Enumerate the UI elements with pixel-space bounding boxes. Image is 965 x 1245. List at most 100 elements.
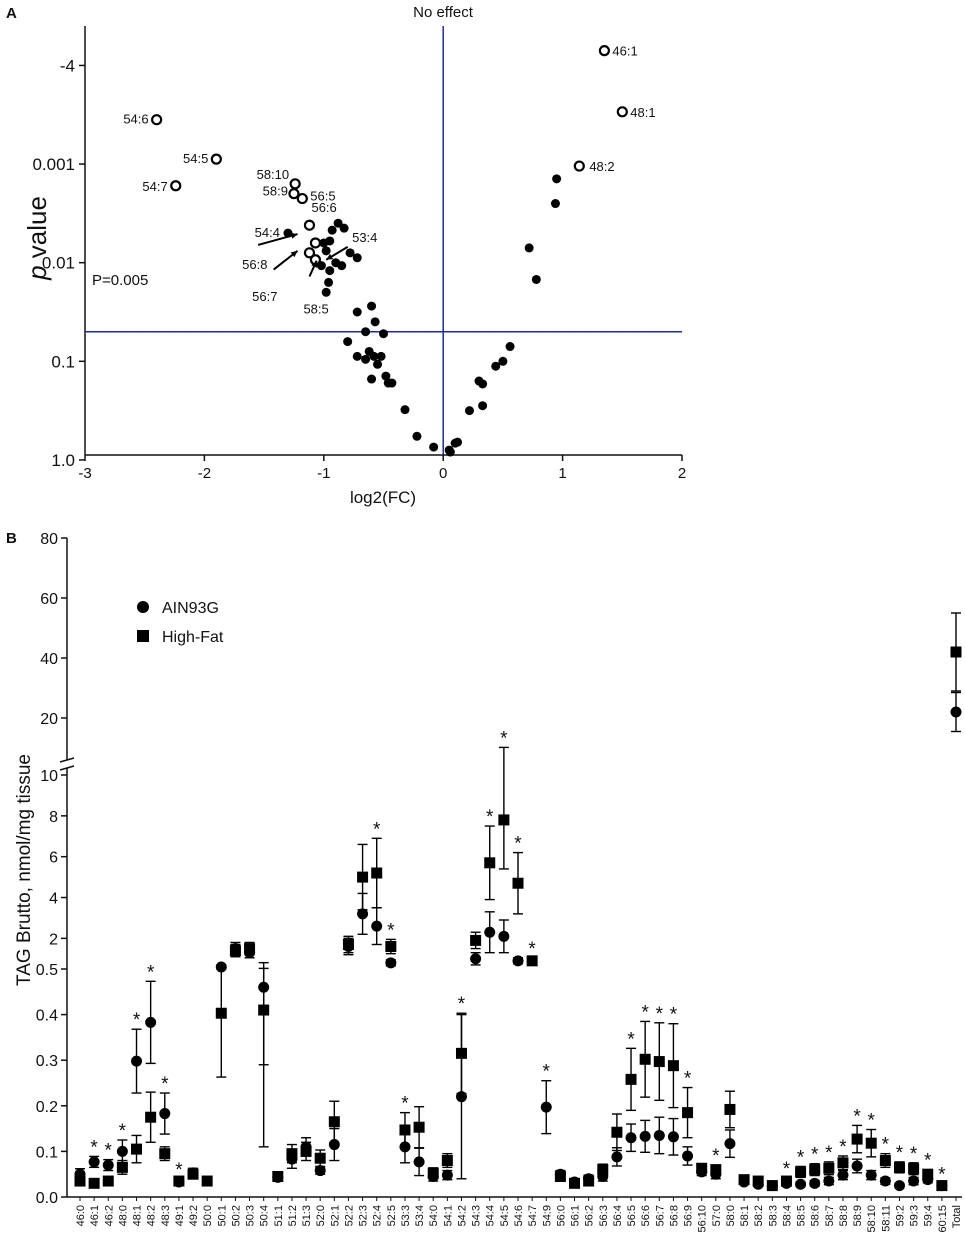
high-fat-point [625, 1073, 637, 1085]
high-fat-point [173, 1175, 185, 1187]
high-fat-point [936, 1180, 948, 1192]
significance-mark: * [656, 1004, 664, 1025]
high-fat-point [244, 943, 256, 955]
significance-mark: * [627, 1029, 635, 1050]
significance-mark: * [373, 819, 381, 840]
ain93g-point [667, 1131, 679, 1143]
chart-b-x-tick-label: 54:2 [456, 1205, 468, 1226]
ain93g-point [455, 1091, 467, 1103]
high-fat-point [682, 1107, 694, 1119]
high-fat-point [272, 1170, 284, 1182]
chart-b-x-tick-label: 52:3 [358, 1205, 370, 1226]
chart-a-point [369, 351, 379, 361]
ain93g-point [385, 957, 397, 969]
high-fat-point [809, 1164, 821, 1176]
significance-mark: * [825, 1143, 833, 1164]
high-fat-point [470, 934, 482, 946]
chart-a-x-tick-label: -2 [198, 465, 211, 482]
ain93g-point [88, 1156, 100, 1168]
ain93g-point [908, 1175, 920, 1187]
chart-b-x-tick-label: 54:9 [541, 1205, 553, 1226]
chart-a-labeled-point [210, 153, 222, 165]
ain93g-point [639, 1130, 651, 1142]
ain93g-point [851, 1160, 863, 1172]
chart-a-point [478, 379, 488, 389]
high-fat-point [879, 1155, 891, 1167]
chart-a-point [367, 374, 377, 384]
chart-b-x-tick-label: 48:2 [146, 1205, 158, 1226]
ain93g-point [809, 1177, 821, 1189]
chart-b-x-tick-label: 52:2 [343, 1205, 355, 1226]
ain93g-point [837, 1169, 849, 1181]
chart-b-x-tick-label: 56:8 [668, 1205, 680, 1226]
ain93g-point [215, 961, 227, 973]
high-fat-point [724, 1103, 736, 1115]
chart-b-x-tick-label: 58:0 [725, 1205, 737, 1226]
chart-b-x-tick-label: 48:3 [160, 1205, 172, 1226]
chart-b-x-tick-label: 50:3 [245, 1205, 257, 1226]
chart-a-point-label: 56:7 [252, 289, 277, 304]
high-fat-point [413, 1121, 425, 1133]
high-fat-point [484, 857, 496, 869]
significance-mark: * [641, 1002, 649, 1023]
high-fat-point [74, 1175, 86, 1187]
chart-a-point [498, 356, 508, 366]
high-fat-point [639, 1053, 651, 1065]
ain93g-point [540, 1101, 552, 1113]
chart-b-x-tick-label: 58:11 [880, 1205, 892, 1232]
high-fat-point [738, 1174, 750, 1186]
high-fat-point [215, 1007, 227, 1019]
panel-a-volcano-plot: A No effect log2(FC) p value P=0.005 -3-… [6, 4, 686, 507]
chart-b-x-tick-label: 46:2 [103, 1205, 115, 1226]
high-fat-point [512, 877, 524, 889]
significance-mark: * [853, 1106, 861, 1127]
high-fat-point [526, 955, 538, 967]
high-fat-point [569, 1177, 581, 1189]
chart-a-xlabel: log2(FC) [350, 488, 416, 507]
significance-mark: * [543, 1062, 551, 1083]
chart-b-x-tick-label: 58:4 [781, 1205, 793, 1226]
chart-a-title: No effect [413, 4, 474, 21]
chart-a-point-label: 54:4 [255, 225, 280, 240]
significance-mark: * [119, 1121, 127, 1142]
high-fat-point [766, 1180, 778, 1192]
high-fat-point [258, 1004, 270, 1016]
chart-b-x-tick-label: 52:5 [386, 1205, 398, 1226]
significance-mark: * [105, 1141, 113, 1162]
ain93g-point [865, 1169, 877, 1181]
ain93g-point [823, 1175, 835, 1187]
chart-b-x-tick-label: 49:2 [188, 1205, 200, 1226]
chart-b-x-tick-label: 54:4 [485, 1205, 497, 1226]
chart-b-y-tick-label: 8 [49, 809, 58, 826]
chart-b-axis-break-mark [59, 765, 75, 771]
chart-a-ylabel: p value [22, 196, 52, 281]
ain93g-point [625, 1132, 637, 1144]
chart-b-y-tick-label: 0.5 [36, 962, 58, 979]
ain93g-point [484, 926, 496, 938]
chart-b-y-tick-label: 60 [40, 591, 58, 608]
chart-b-x-tick-label: 50:4 [259, 1205, 271, 1226]
chart-a-point [337, 261, 347, 271]
high-fat-point [710, 1164, 722, 1176]
chart-b-y-tick-label: 0.2 [36, 1099, 58, 1116]
chart-a-labeled-point [616, 106, 628, 118]
chart-a-point [445, 447, 455, 457]
high-fat-point [371, 867, 383, 879]
chart-a-annotation-arrowhead [326, 253, 334, 260]
ain93g-point [795, 1178, 807, 1190]
significance-mark: * [839, 1137, 847, 1158]
high-fat-point [795, 1166, 807, 1178]
ain93g-point [653, 1129, 665, 1141]
chart-a-point [387, 378, 397, 388]
chart-b-x-tick-label: 50:0 [202, 1205, 214, 1226]
chart-b-x-tick-label: 46:0 [75, 1205, 87, 1226]
chart-a-point-label: 54:7 [142, 179, 167, 194]
chart-a-labeled-point [288, 188, 300, 200]
chart-a-annotation-arrow [257, 233, 298, 246]
chart-b-x-tick-label: 60:15 [937, 1205, 949, 1233]
high-fat-point [455, 1047, 467, 1059]
chart-b-x-tick-label: 54:0 [428, 1205, 440, 1226]
chart-a-point [478, 401, 488, 411]
chart-b-y-tick-label: 2 [49, 931, 58, 948]
ain93g-point [159, 1108, 171, 1120]
